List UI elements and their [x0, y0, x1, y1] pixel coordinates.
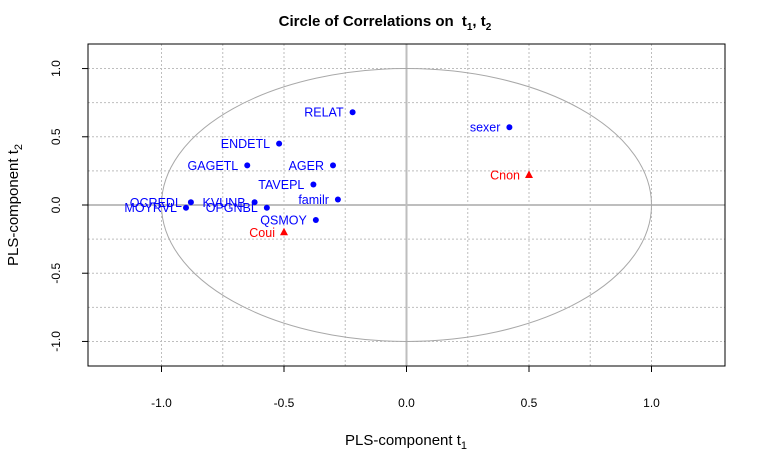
x-variable-label: TAVEPL: [258, 178, 304, 192]
x-variable-label: MOYRVL: [124, 201, 177, 215]
chart-title: Circle of Correlations on t1, t2: [279, 13, 492, 33]
chart-title-text: Circle of Correlations on: [279, 13, 454, 30]
x-variable-point: [251, 199, 258, 206]
x-tick-label: 0.5: [521, 396, 538, 410]
x-variable-label: ENDETL: [221, 137, 270, 151]
x-variable-point: [310, 181, 317, 188]
x-tick-label: -0.5: [274, 396, 295, 410]
x-variable-label: QSMOY: [260, 214, 307, 228]
y-variable-point: [280, 227, 288, 236]
x-variable-label: GAGETL: [188, 159, 239, 173]
x-axis-title: PLS-component t1: [345, 432, 467, 452]
x-variable-point: [244, 162, 251, 169]
x-variable-point: [506, 124, 513, 131]
x-variable-point: [312, 217, 319, 224]
x-variable-label: OPGNBL: [206, 201, 258, 215]
x-tick-label: 1.0: [643, 396, 660, 410]
y-tick-label: 0.0: [49, 196, 63, 213]
y-axis-title: PLS-component t2: [5, 144, 25, 266]
x-variable-label: AGER: [289, 159, 324, 173]
x-variable-label: OCREDL: [130, 196, 182, 210]
x-variable-point: [330, 162, 336, 169]
y-tick-label: -0.5: [49, 263, 63, 284]
x-variable-point: [349, 109, 356, 116]
x-variable-label: RELAT: [304, 106, 344, 120]
x-variable-point: [276, 140, 283, 147]
x-variable-label: sexer: [470, 121, 501, 135]
zero-axes: [88, 44, 725, 366]
x-variable-point: [334, 196, 341, 203]
y-variable-label: Coui: [249, 226, 275, 240]
x-tick-label: 0.0: [398, 396, 415, 410]
x-variable-point: [263, 204, 270, 211]
y-variable-label: Cnon: [490, 168, 520, 182]
x-tick-label: -1.0: [151, 396, 172, 410]
y-variable-point: [525, 170, 533, 178]
y-tick-label: -1.0: [49, 331, 63, 352]
x-variable-point: [187, 199, 194, 206]
x-variable-label: KVUNB: [203, 196, 246, 210]
unit-circle: [161, 68, 652, 342]
y-tick-label: 0.5: [49, 128, 63, 145]
y-axis-ticks: -1.0 -0.5 0.0 0.5 1.0: [49, 60, 88, 352]
y-tick-label: 1.0: [49, 60, 63, 77]
x-axis-ticks: -1.0 -0.5 0.0 0.5 1.0: [151, 366, 660, 410]
x-variable-point: [183, 204, 189, 211]
x-variable-label: familr: [298, 193, 329, 207]
